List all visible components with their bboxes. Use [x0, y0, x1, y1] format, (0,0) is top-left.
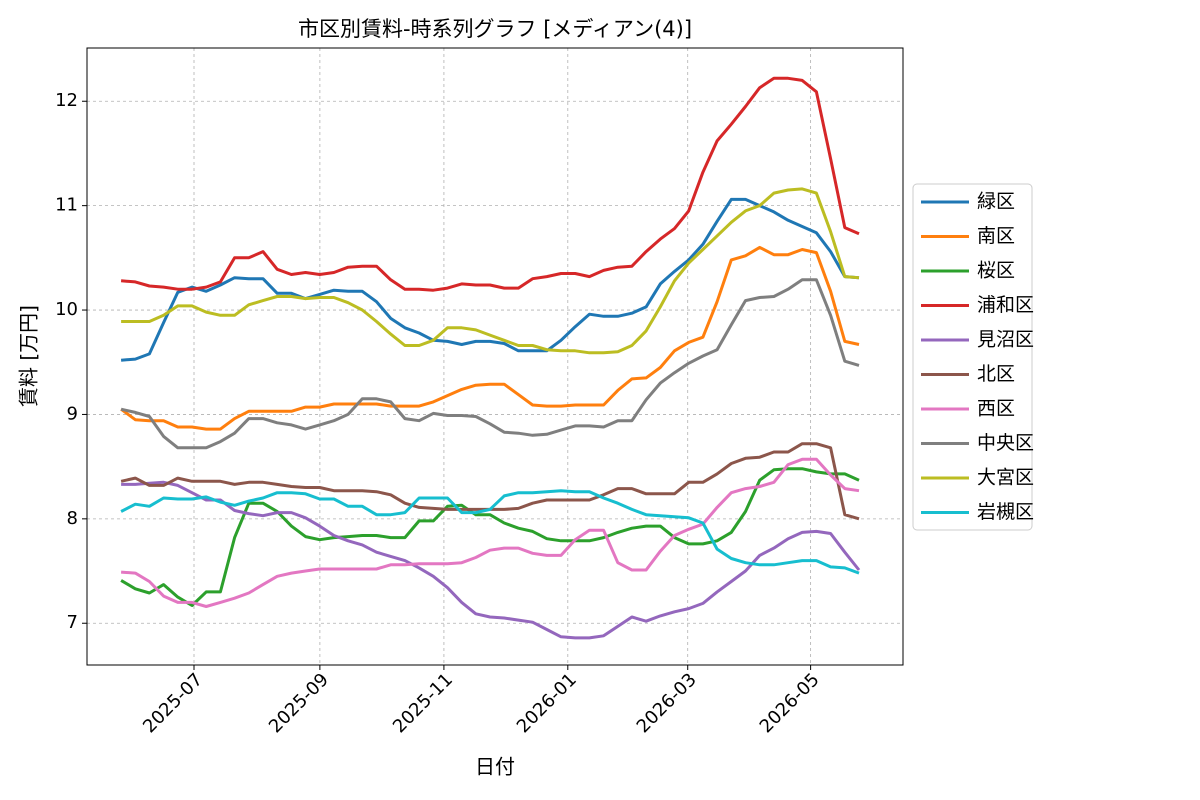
chart-title: 市区別賃料-時系列グラフ [メディアン(4)]: [298, 17, 692, 41]
legend-label: 浦和区: [977, 294, 1034, 316]
x-axis-label: 日付: [475, 755, 515, 779]
data-line: [120, 76, 860, 292]
y-tick-label: 11: [55, 195, 78, 216]
data-line: [120, 197, 860, 362]
legend-label: 見沼区: [977, 329, 1034, 351]
legend-label: 緑区: [977, 191, 1015, 213]
y-tick-label: 7: [67, 612, 78, 633]
plot-frame: [86, 47, 904, 666]
data-line: [120, 457, 860, 608]
legend-label: 南区: [977, 225, 1015, 247]
data-line: [121, 480, 861, 640]
data-line: [120, 245, 860, 431]
legend-label: 北区: [977, 363, 1015, 385]
legend-label: 大宮区: [977, 467, 1034, 489]
y-tick-label: 8: [67, 508, 78, 529]
data-line: [120, 278, 860, 450]
data-line: [120, 489, 860, 575]
y-tick-label: 9: [67, 403, 78, 424]
y-axis-label: 賃料 [万円]: [17, 305, 41, 407]
legend-label: 桜区: [977, 260, 1015, 282]
data-line: [121, 187, 860, 355]
y-tick-label: 10: [55, 299, 78, 320]
y-tick-label: 12: [55, 90, 78, 111]
legend-label: 中央区: [977, 432, 1034, 454]
legend-label: 岩槻区: [977, 501, 1034, 523]
data-line: [120, 467, 860, 607]
legend-label: 西区: [977, 398, 1015, 420]
